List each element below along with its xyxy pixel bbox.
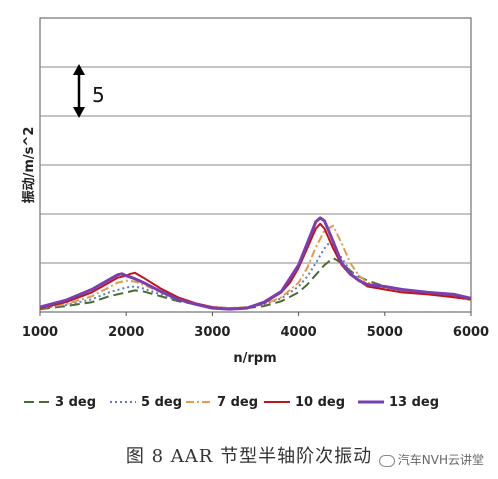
x-tick-label-5: 6000 bbox=[453, 325, 489, 340]
gridlines bbox=[40, 66, 471, 264]
x-tick-label-4: 5000 bbox=[367, 325, 403, 340]
x-tick-label-0: 1000 bbox=[22, 325, 58, 340]
chart: 1000 2000 3000 4000 5000 6000 5 n/rpm 振动/m/s^… bbox=[21, 17, 489, 410]
legend-label-13-deg: 13 deg bbox=[389, 395, 439, 410]
series-line-5-deg bbox=[39, 242, 472, 310]
scale-bar-arrow-down-icon bbox=[73, 107, 85, 118]
scale-bar-arrow-up-icon bbox=[73, 64, 85, 75]
legend: 3 deg 5 deg 7 deg 10 deg 13 deg bbox=[24, 395, 439, 410]
x-tick-label-2: 3000 bbox=[194, 325, 230, 340]
x-tick-label-1: 2000 bbox=[108, 325, 144, 340]
watermark: 汽车NVH云讲堂 bbox=[378, 451, 484, 468]
figure-caption: 图 8 AAR 节型半轴阶次振动 bbox=[125, 446, 373, 467]
legend-label-5-deg: 5 deg bbox=[141, 395, 182, 410]
wechat-icon bbox=[378, 454, 395, 467]
legend-label-10-deg: 10 deg bbox=[295, 395, 345, 410]
x-axis-ticks: 1000 2000 3000 4000 5000 6000 bbox=[22, 312, 489, 340]
series-lines bbox=[39, 216, 472, 311]
series-line-13-deg bbox=[39, 216, 472, 311]
watermark-text: 汽车NVH云讲堂 bbox=[397, 453, 484, 467]
scale-bar-label: 5 bbox=[92, 83, 105, 107]
legend-label-3-deg: 3 deg bbox=[55, 395, 96, 410]
series-line-3-deg bbox=[39, 257, 472, 311]
series-line-7-deg bbox=[39, 224, 472, 310]
y-axis-title: 振动/m/s^2 bbox=[21, 127, 37, 204]
x-tick-label-3: 4000 bbox=[281, 325, 317, 340]
scale-bar-annotation: 5 bbox=[73, 64, 105, 118]
x-axis-title: n/rpm bbox=[233, 351, 276, 366]
legend-label-7-deg: 7 deg bbox=[217, 395, 258, 410]
